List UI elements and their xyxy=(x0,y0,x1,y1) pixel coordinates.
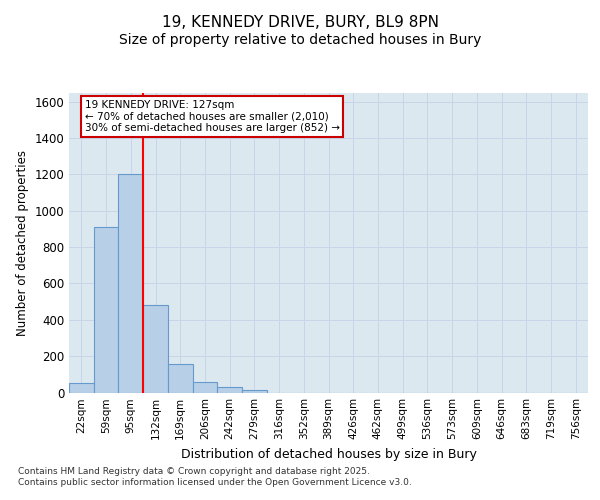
Text: Size of property relative to detached houses in Bury: Size of property relative to detached ho… xyxy=(119,33,481,47)
Bar xyxy=(69,382,94,392)
Bar xyxy=(118,174,143,392)
Bar xyxy=(94,227,118,392)
X-axis label: Distribution of detached houses by size in Bury: Distribution of detached houses by size … xyxy=(181,448,476,461)
Text: 19, KENNEDY DRIVE, BURY, BL9 8PN: 19, KENNEDY DRIVE, BURY, BL9 8PN xyxy=(161,15,439,30)
Text: 19 KENNEDY DRIVE: 127sqm
← 70% of detached houses are smaller (2,010)
30% of sem: 19 KENNEDY DRIVE: 127sqm ← 70% of detach… xyxy=(85,100,340,133)
Bar xyxy=(143,305,168,392)
Text: Contains HM Land Registry data © Crown copyright and database right 2025.
Contai: Contains HM Land Registry data © Crown c… xyxy=(18,468,412,487)
Bar xyxy=(193,382,217,392)
Bar xyxy=(168,364,193,392)
Bar xyxy=(242,390,267,392)
Y-axis label: Number of detached properties: Number of detached properties xyxy=(16,150,29,336)
Bar xyxy=(217,387,242,392)
